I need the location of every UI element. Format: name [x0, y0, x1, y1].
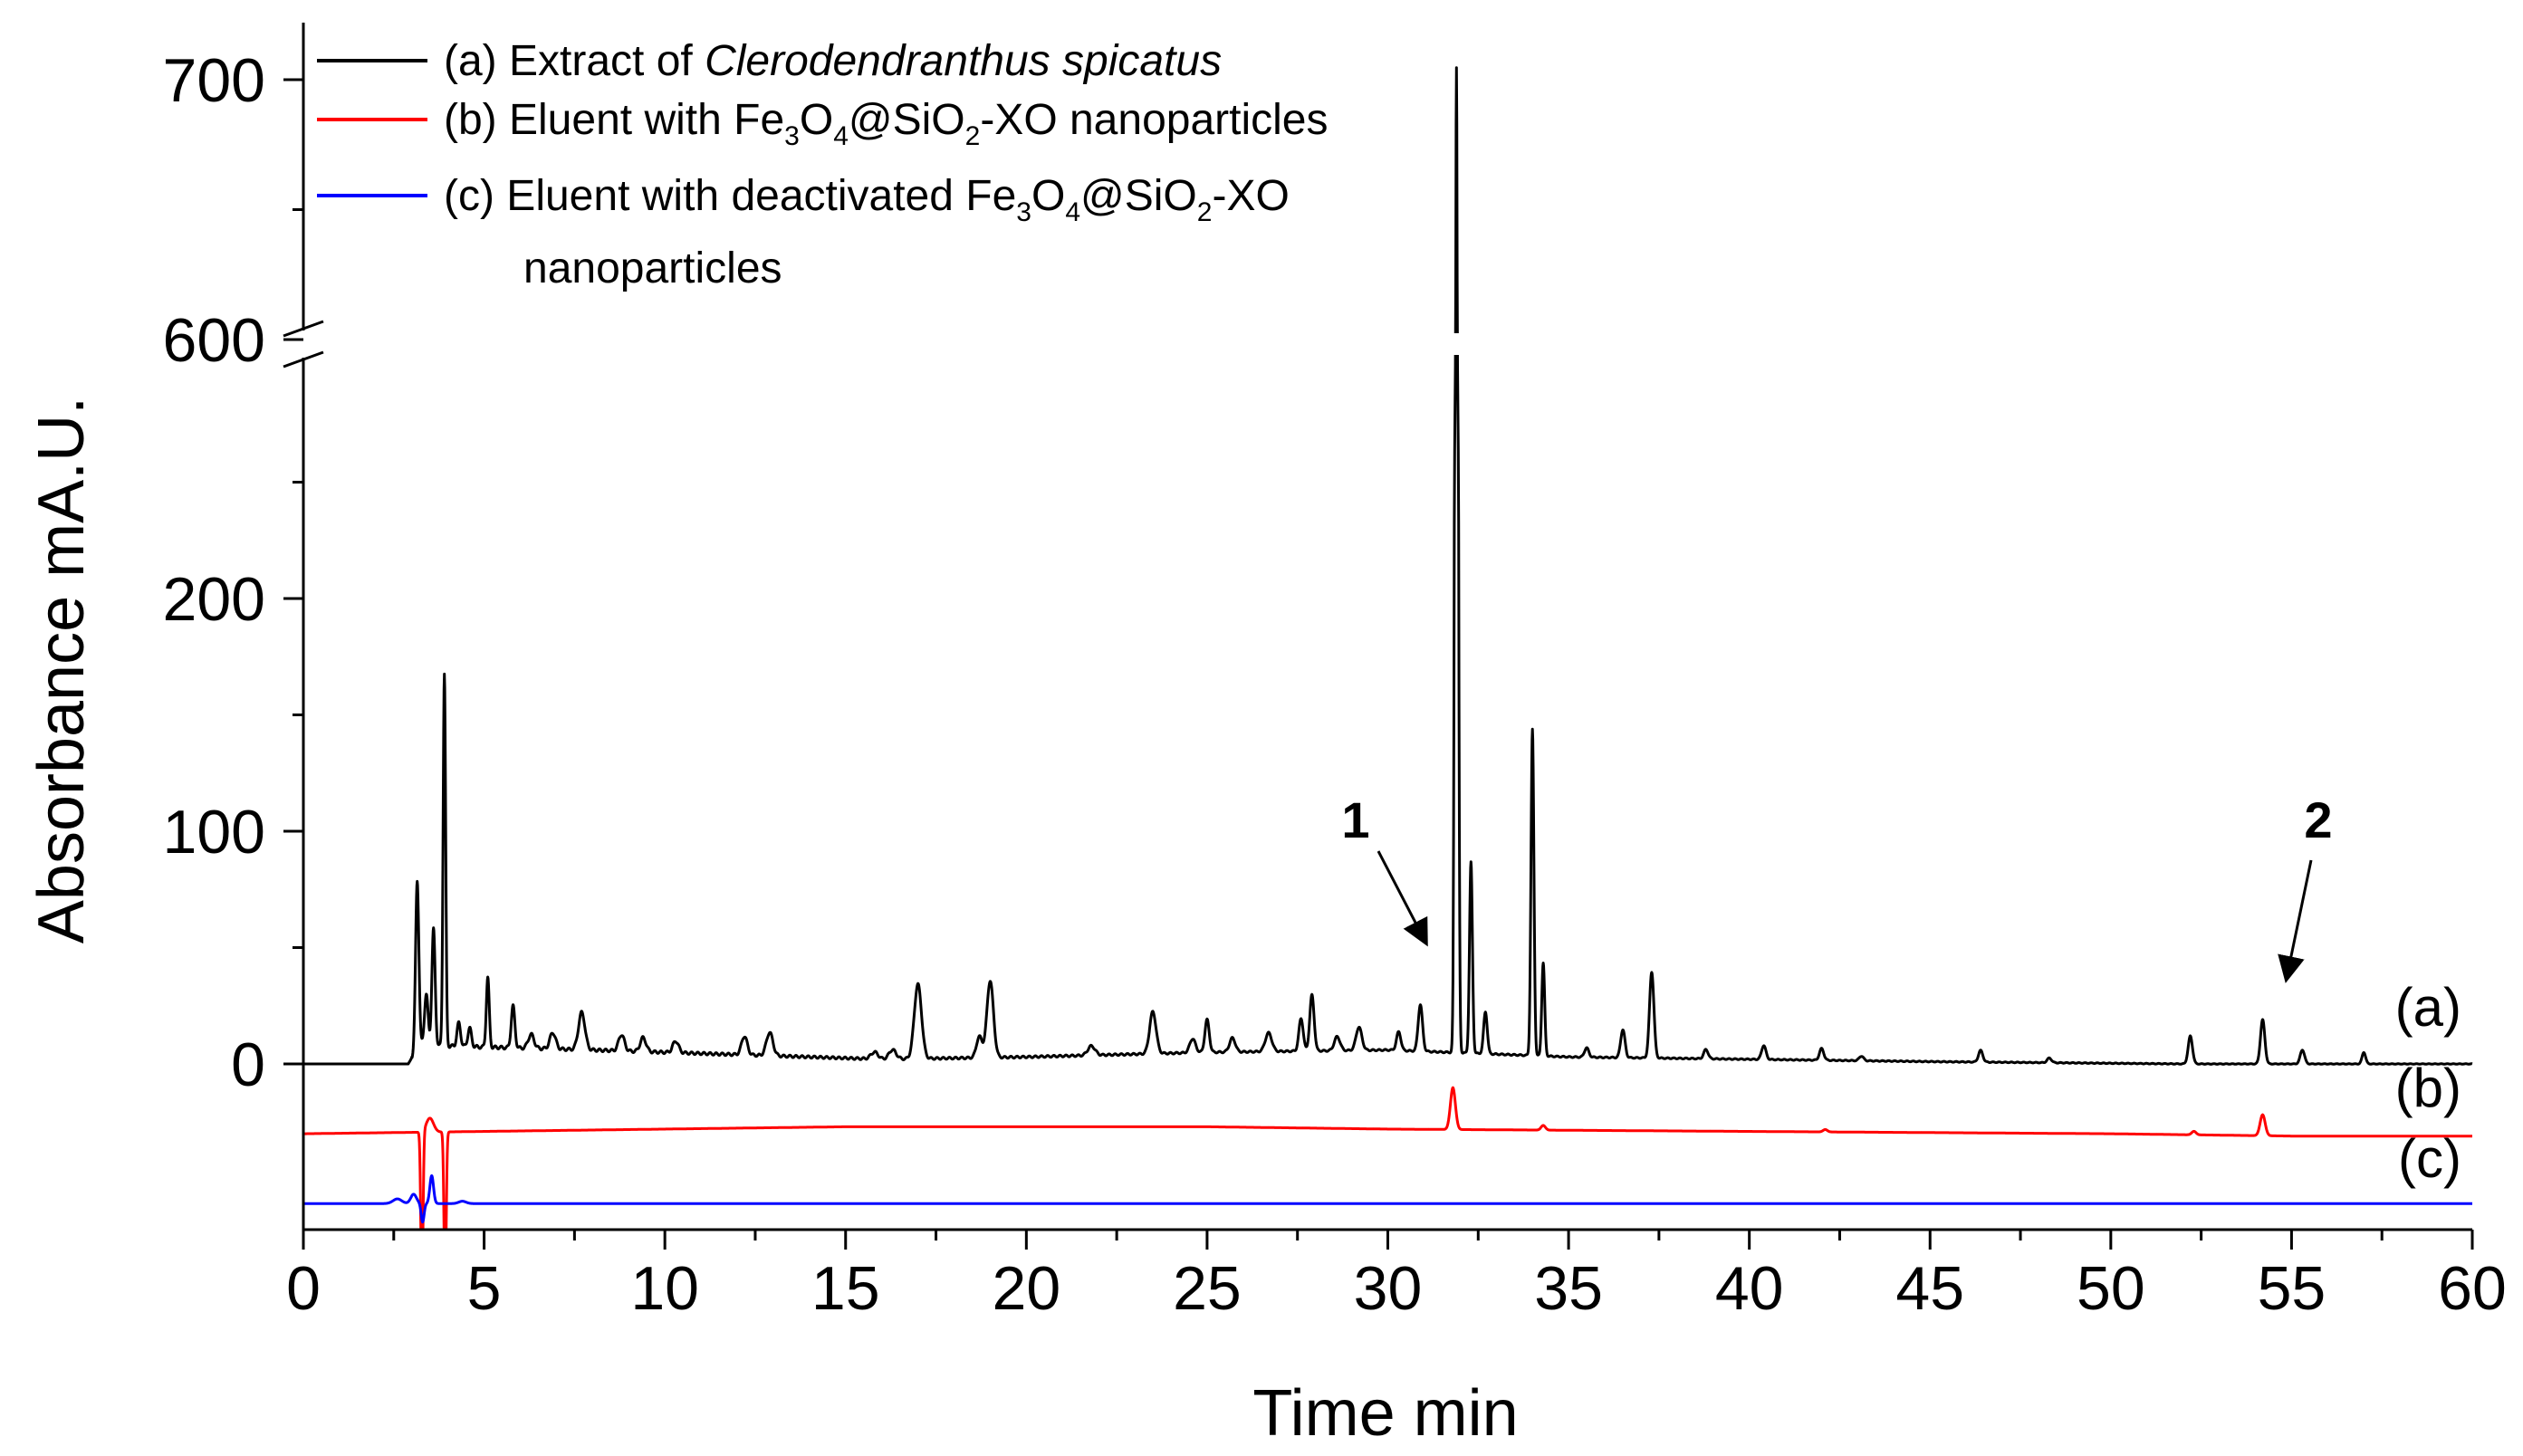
legend-text-part: @SiO: [849, 96, 965, 144]
legend-text-part: O: [800, 96, 833, 144]
legend-text-part: (b) Eluent with Fe: [444, 96, 784, 144]
y-tick-label: 200: [163, 565, 265, 634]
y-tick-label: 700: [163, 46, 265, 115]
x-tick-label: 50: [2077, 1254, 2145, 1323]
trace-b: [302, 1086, 2474, 1230]
x-tick-label: 5: [467, 1254, 502, 1323]
trace-label: (b): [2395, 1058, 2461, 1118]
peak-label-1: 1: [1341, 791, 1369, 848]
trace-label: (a): [2395, 977, 2461, 1038]
axis-break-mark: [283, 320, 324, 338]
legend-text-part: 3: [1016, 197, 1031, 227]
trace-label: (c): [2398, 1128, 2461, 1189]
x-tick-label: 20: [993, 1254, 1061, 1323]
legend-text-part: 2: [1197, 197, 1213, 227]
trace-c: [302, 1173, 2474, 1224]
y-axis-title: Absorbance mA.U.: [25, 397, 98, 944]
legend-text-part: (a) Extract of: [444, 37, 705, 85]
y-tick-label: 0: [231, 1030, 265, 1099]
legend-text-part: -XO: [1212, 172, 1289, 220]
legend-text-part: 4: [1065, 197, 1080, 227]
chart-legend: (a) Extract of Clerodendranthus spicatus…: [317, 37, 1329, 292]
trace-a: [302, 66, 2474, 1066]
peak-arrow-2: [2278, 859, 2313, 983]
x-tick-label: 15: [811, 1254, 880, 1323]
y-tick-label: 100: [163, 798, 265, 867]
legend-text-part: O: [1031, 172, 1065, 220]
x-axis-title: Time min: [1252, 1377, 1518, 1450]
x-tick-label: 35: [1534, 1254, 1603, 1323]
legend-text-part: Clerodendranthus spicatus: [705, 37, 1222, 85]
x-tick-label: 30: [1354, 1254, 1423, 1323]
x-tick-label: 45: [1895, 1254, 1964, 1323]
axis-break-mark: [283, 350, 324, 369]
legend-text-part: @SiO: [1080, 172, 1197, 220]
legend-label-b: (b) Eluent with Fe3O4@SiO2-XO nanopartic…: [444, 96, 1329, 151]
x-tick-label: 40: [1715, 1254, 1784, 1323]
peak-break-gap: [1445, 333, 1468, 355]
x-tick-label: 60: [2438, 1254, 2507, 1323]
x-tick-label: 0: [286, 1254, 321, 1323]
x-tick-label: 25: [1173, 1254, 1242, 1323]
peak-arrow-1: [1377, 850, 1428, 947]
chart-axes: 0 5 10 15 20 25 30 35 40 45 50 55 600100200600700(a)…: [163, 23, 2507, 1323]
y-tick-label: 600: [163, 306, 265, 375]
x-tick-label: 10: [630, 1254, 699, 1323]
chart-traces: [302, 66, 2474, 1230]
peak-label-2: 2: [2304, 791, 2332, 848]
legend-text-part: -XO nanoparticles: [980, 96, 1328, 144]
x-tick-label: 55: [2258, 1254, 2326, 1323]
legend-text-part: 2: [965, 121, 981, 151]
legend-label-c: (c) Eluent with deactivated Fe3O4@SiO2-X…: [444, 172, 1290, 227]
legend-text-part: (c) Eluent with deactivated Fe: [444, 172, 1016, 220]
legend-label-a: (a) Extract of Clerodendranthus spicatus: [444, 37, 1222, 85]
legend-label-c-line2: nanoparticles: [523, 244, 782, 292]
legend-text-part: 3: [784, 121, 800, 151]
legend-text-part: 4: [833, 121, 849, 151]
